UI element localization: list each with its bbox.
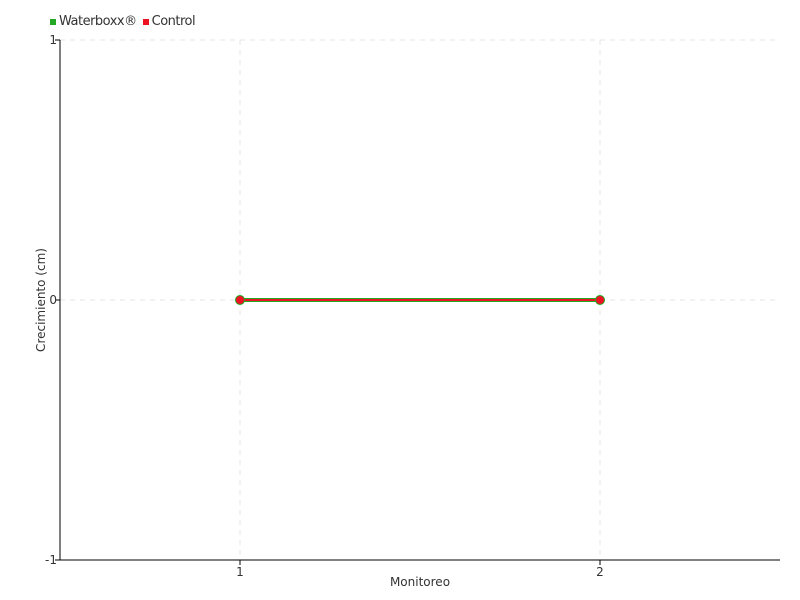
y-tick-label: 0 <box>49 293 57 307</box>
x-tick-label: 1 <box>236 565 244 579</box>
y-tick-label: -1 <box>45 553 57 567</box>
legend-item[interactable]: Waterboxx® <box>50 14 137 29</box>
data-point-1 <box>236 296 244 304</box>
legend-label: Waterboxx® <box>59 14 137 29</box>
legend-item[interactable]: Control <box>142 14 196 29</box>
data-point-1 <box>596 296 604 304</box>
legend-label: Control <box>151 14 196 29</box>
legend: Waterboxx® Control <box>50 14 196 29</box>
legend-swatch <box>142 18 149 25</box>
x-axis-label: Monitoreo <box>390 575 450 589</box>
y-axis-label: Crecimiento (cm) <box>34 248 48 352</box>
x-tick-label: 2 <box>596 565 604 579</box>
y-tick-label: 1 <box>49 33 57 47</box>
legend-swatch <box>50 18 56 25</box>
